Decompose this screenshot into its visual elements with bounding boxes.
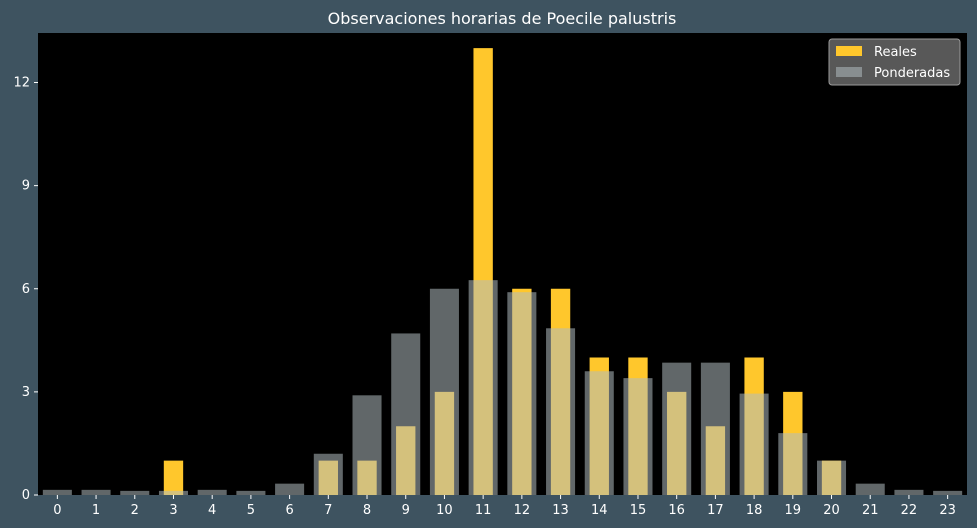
legend-label-ponderadas: Ponderadas <box>874 66 950 81</box>
x-axis: 0 1 2 3 4 5 6 7 8 9 10 11 12 13 14 15 16 17 18 19 20 21 22 23 <box>53 495 956 518</box>
x-tick-label-15: 15 <box>630 503 647 518</box>
y-axis: 0 3 6 9 12 <box>13 76 38 503</box>
bar-ponderadas-9 <box>391 333 421 495</box>
bars <box>42 48 963 495</box>
bar-ponderadas-8 <box>352 395 382 495</box>
x-tick-label-1: 1 <box>92 503 100 518</box>
x-tick-label-16: 16 <box>668 503 685 518</box>
bar-ponderadas-14 <box>584 371 614 495</box>
legend-swatch-ponderadas <box>836 67 862 77</box>
x-tick-label-4: 4 <box>208 503 216 518</box>
x-tick-label-9: 9 <box>402 503 410 518</box>
bar-ponderadas-5 <box>236 490 266 495</box>
x-tick-label-5: 5 <box>247 503 255 518</box>
bar-reales-3 <box>163 460 184 495</box>
bar-ponderadas-13 <box>546 328 576 495</box>
x-tick-label-19: 19 <box>785 503 802 518</box>
bar-ponderadas-23 <box>933 490 963 495</box>
bar-ponderadas-0 <box>42 489 72 495</box>
x-tick-label-3: 3 <box>169 503 177 518</box>
x-tick-label-11: 11 <box>475 503 492 518</box>
y-tick-label-0: 0 <box>22 488 30 503</box>
bar-ponderadas-4 <box>197 489 227 495</box>
x-tick-label-7: 7 <box>324 503 332 518</box>
x-tick-label-6: 6 <box>285 503 293 518</box>
x-tick-label-22: 22 <box>901 503 918 518</box>
x-tick-label-21: 21 <box>862 503 879 518</box>
x-tick-label-2: 2 <box>131 503 139 518</box>
plot-area <box>38 33 967 495</box>
x-tick-label-14: 14 <box>591 503 608 518</box>
x-tick-label-10: 10 <box>436 503 453 518</box>
y-tick-label-9: 9 <box>22 179 30 194</box>
bar-ponderadas-6 <box>275 483 305 495</box>
bar-ponderadas-15 <box>623 378 653 495</box>
legend-label-reales: Reales <box>874 45 917 60</box>
bar-ponderadas-12 <box>507 292 537 495</box>
x-tick-label-13: 13 <box>552 503 569 518</box>
x-tick-label-0: 0 <box>53 503 61 518</box>
bar-ponderadas-19 <box>778 433 808 495</box>
y-tick-label-3: 3 <box>22 385 30 400</box>
bar-ponderadas-16 <box>662 362 692 495</box>
x-tick-label-18: 18 <box>746 503 763 518</box>
bar-ponderadas-10 <box>429 288 459 495</box>
bar-ponderadas-11 <box>468 280 498 495</box>
x-tick-label-20: 20 <box>823 503 840 518</box>
bar-ponderadas-22 <box>894 489 924 495</box>
x-tick-label-8: 8 <box>363 503 371 518</box>
bar-ponderadas-3 <box>158 490 188 495</box>
y-tick-label-6: 6 <box>22 282 30 297</box>
bar-ponderadas-17 <box>700 362 730 495</box>
chart-title: Observaciones horarias de Poecile palust… <box>328 9 677 28</box>
bar-ponderadas-18 <box>739 393 769 495</box>
legend-swatch-reales <box>836 46 862 56</box>
y-tick-label-12: 12 <box>13 76 30 91</box>
bar-ponderadas-1 <box>81 489 111 495</box>
x-tick-label-23: 23 <box>939 503 956 518</box>
bar-ponderadas-21 <box>855 483 885 495</box>
bar-ponderadas-2 <box>120 490 150 495</box>
x-tick-label-12: 12 <box>514 503 531 518</box>
bar-ponderadas-7 <box>313 453 343 495</box>
x-tick-label-17: 17 <box>707 503 724 518</box>
legend: Reales Ponderadas <box>828 38 961 86</box>
bar-ponderadas-20 <box>817 460 847 495</box>
